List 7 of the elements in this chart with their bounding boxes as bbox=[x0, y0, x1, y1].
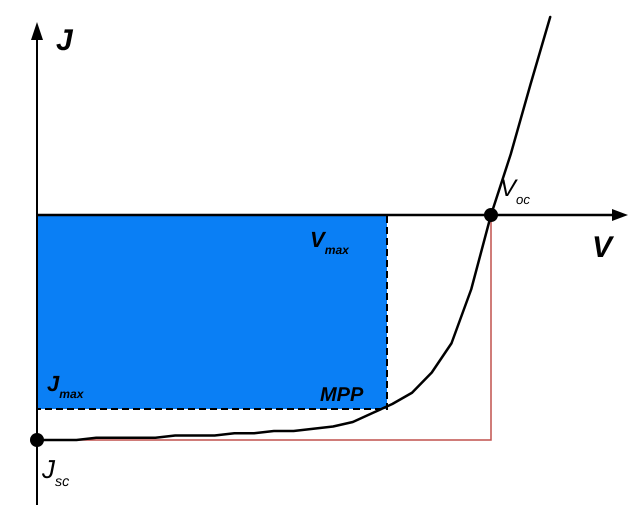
annotation: J$_{max}$ bbox=[47, 371, 85, 401]
y-axis-title: J bbox=[56, 24, 74, 57]
x-axis-title: V bbox=[592, 231, 615, 264]
text: J$_{sc}$ bbox=[41, 454, 70, 490]
annotation: V$_{oc}$ bbox=[500, 175, 530, 206]
annotation: MPP bbox=[320, 384, 364, 406]
annotation: V$_{max}$ bbox=[310, 227, 350, 257]
